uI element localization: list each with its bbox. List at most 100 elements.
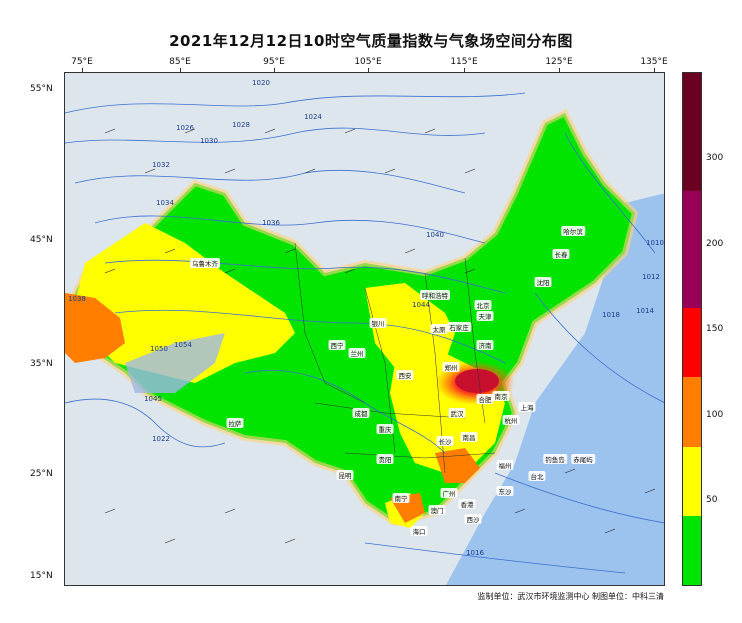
city-label: 广州	[440, 488, 458, 498]
city-label: 乌鲁木齐	[190, 258, 220, 268]
colorbar-segment	[683, 446, 701, 516]
isobar-label: 1028	[232, 121, 250, 129]
region-orange-west	[65, 293, 125, 363]
lat-label-15: 15°N	[30, 571, 53, 581]
isobar-label: 1030	[200, 137, 218, 145]
city-label: 台北	[528, 471, 546, 481]
wind-barb	[104, 128, 476, 174]
city-label: 拉萨	[226, 418, 244, 428]
city-label: 沈阳	[534, 277, 552, 287]
city-label: 上海	[518, 402, 536, 412]
city-label: 石家庄	[447, 322, 471, 332]
frame-tick	[654, 68, 655, 72]
isobar-line	[364, 542, 626, 574]
isobar-label: 1020	[252, 79, 270, 87]
isobar-label: 1036	[262, 219, 280, 227]
city-label: 贵阳	[376, 454, 394, 464]
city-label: 东沙	[496, 486, 514, 496]
colorbar-segment	[683, 308, 701, 378]
map-svg	[65, 73, 664, 585]
isobar-label: 1050	[150, 345, 168, 353]
colorbar-tick-300: 300	[706, 153, 724, 163]
city-label: 北京	[474, 300, 492, 310]
border-line	[294, 242, 366, 404]
isobar-line	[65, 398, 226, 448]
city-label: 银川	[369, 318, 387, 328]
isobar-label: 1034	[156, 199, 174, 207]
footer-credits: 监制单位：武汉市环境监测中心 制图单位：中科三清	[477, 592, 664, 601]
city-label: 武汉	[448, 408, 466, 418]
city-label: 福州	[496, 460, 514, 470]
map-area: 乌鲁木齐 哈尔滨 长春 沈阳 呼和浩特 北京 天津 太原 石家庄 济南 银川 西…	[64, 72, 665, 586]
isobar-line	[74, 169, 466, 194]
frame-tick	[82, 68, 83, 72]
city-label: 天津	[476, 311, 494, 321]
city-label: 杭州	[502, 415, 520, 425]
city-label: 长沙	[436, 436, 454, 446]
lon-label-95: 95°E	[263, 57, 285, 67]
isobar-label: 1018	[602, 311, 620, 319]
city-label: 西沙	[464, 514, 482, 524]
city-label: 哈尔滨	[561, 226, 585, 236]
colorbar-tick-50: 50	[706, 495, 718, 505]
city-label: 香港	[458, 499, 476, 509]
colorbar-tick-200: 200	[706, 239, 724, 249]
wind-barb	[104, 248, 476, 274]
aqi-colorbar	[682, 72, 702, 586]
region-yellow-northwest	[75, 223, 295, 383]
isobar-label: 1040	[426, 231, 444, 239]
lat-label-45: 45°N	[30, 235, 53, 245]
city-label: 钓鱼岛	[543, 454, 567, 464]
city-label: 济南	[476, 340, 494, 350]
frame-tick	[274, 68, 275, 72]
isobar-label: 1014	[636, 307, 654, 315]
city-label: 南宁	[392, 493, 410, 503]
isobars	[65, 92, 664, 574]
colorbar-segment	[683, 73, 701, 191]
isobar-line	[534, 292, 664, 403]
isobar-line	[65, 127, 486, 144]
isobar-label: 1022	[152, 435, 170, 443]
border-line	[314, 402, 466, 419]
city-label: 南昌	[460, 432, 478, 442]
border-line	[344, 452, 496, 459]
lon-label-85: 85°E	[169, 57, 191, 67]
isobar-label: 1032	[152, 161, 170, 169]
isobar-label: 1024	[304, 113, 322, 121]
isobar-line	[104, 259, 506, 294]
isobar-line	[564, 132, 656, 254]
city-label: 海口	[410, 526, 428, 536]
wind-barbs	[104, 128, 656, 544]
lon-label-125: 125°E	[545, 57, 573, 67]
colorbar-tick-150: 150	[706, 324, 724, 334]
lon-label-135: 135°E	[640, 57, 668, 67]
city-label: 呼和浩特	[420, 290, 450, 300]
lon-label-115: 115°E	[450, 57, 478, 67]
city-label: 兰州	[348, 348, 366, 358]
frame-tick	[368, 68, 369, 72]
isobar-label: 1012	[642, 273, 660, 281]
lon-label-105: 105°E	[354, 57, 382, 67]
city-label: 成都	[352, 408, 370, 418]
lat-label-35: 35°N	[30, 359, 53, 369]
city-label: 西宁	[328, 340, 346, 350]
lat-label-25: 25°N	[30, 469, 53, 479]
region-orange-center	[435, 448, 480, 483]
city-label: 澳门	[428, 505, 446, 515]
city-label: 重庆	[376, 424, 394, 434]
isobar-line	[494, 472, 664, 524]
frame-tick	[464, 68, 465, 72]
lon-label-75: 75°E	[71, 57, 93, 67]
city-label: 南京	[492, 391, 510, 401]
isobar-label: 1045	[144, 395, 162, 403]
plateau-isobar-cluster	[125, 333, 225, 393]
isobar-line	[94, 215, 486, 244]
isobar-line	[114, 309, 506, 364]
city-label: 昆明	[336, 470, 354, 480]
frame-tick	[180, 68, 181, 72]
city-label: 长春	[552, 249, 570, 259]
isobar-line	[65, 92, 526, 114]
isobar-label: 1044	[412, 301, 430, 309]
colorbar-segment	[683, 190, 701, 309]
isobar-label: 1016	[466, 549, 484, 557]
